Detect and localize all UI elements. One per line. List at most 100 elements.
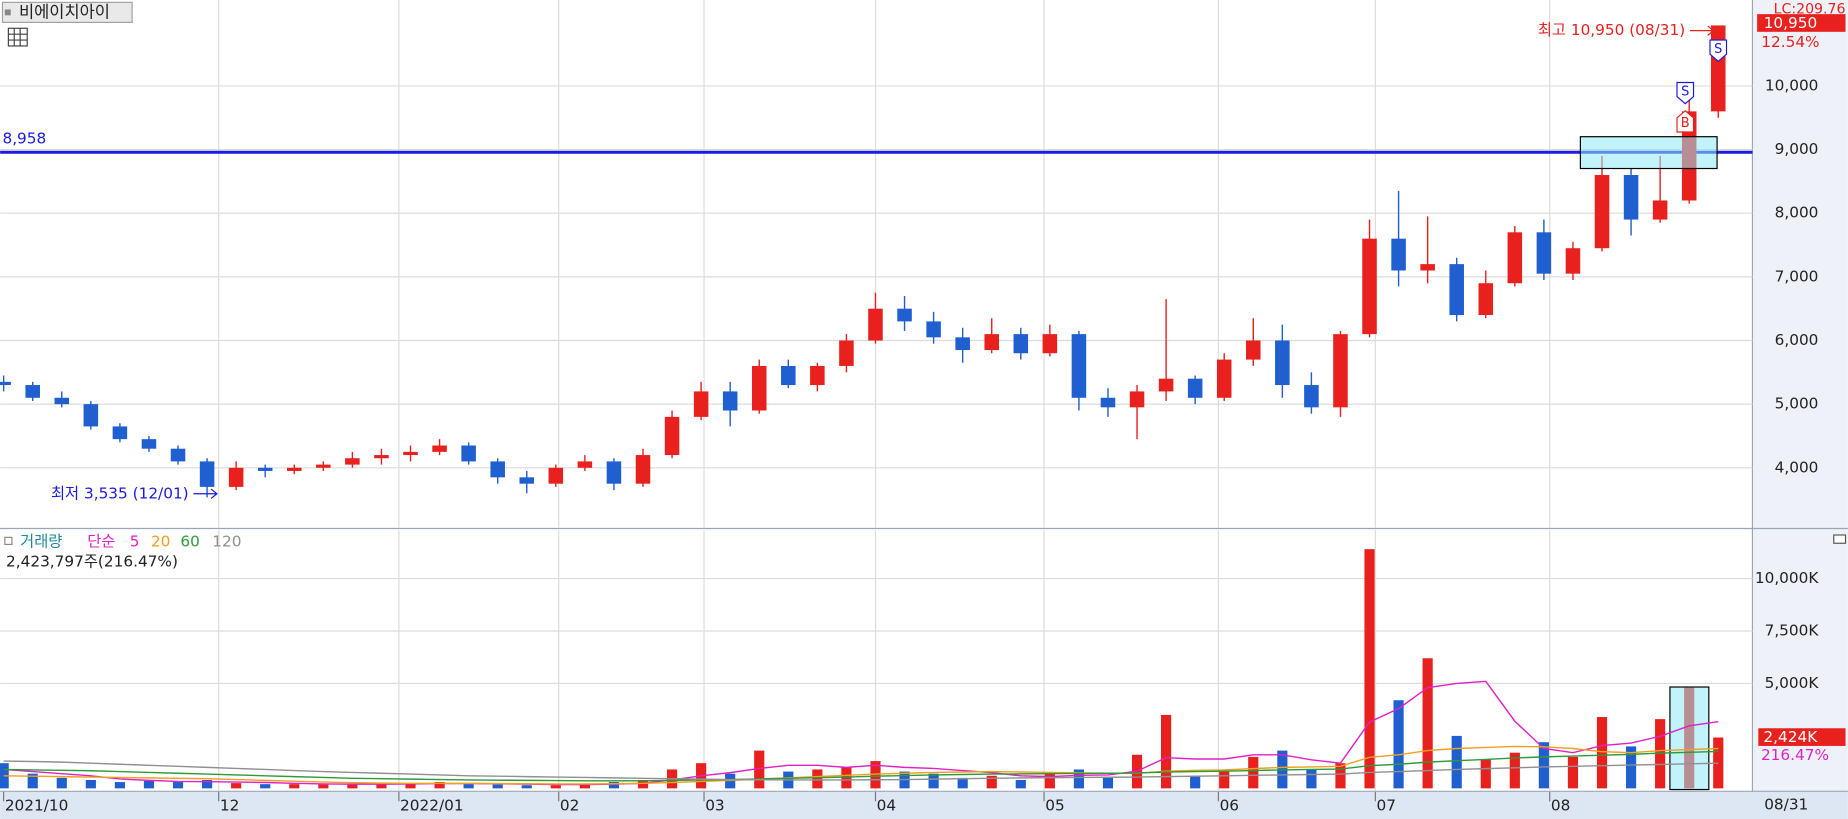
volume-summary: 2,423,797주(216.47%) [6, 553, 178, 571]
volume-bar [376, 784, 387, 789]
volume-bar [1713, 737, 1724, 789]
volume-bar [637, 779, 649, 789]
candle-body [984, 334, 999, 351]
ma-line [3, 760, 1719, 781]
candle-body [1304, 385, 1319, 408]
candle-body [1100, 397, 1116, 408]
candle-body [54, 397, 70, 405]
volume-bar [1102, 777, 1114, 789]
title-icon [4, 9, 11, 16]
candle-body [287, 467, 302, 471]
candle-body [519, 477, 535, 484]
volume-bar [1364, 549, 1375, 789]
candle-body [1623, 175, 1639, 220]
legend: 5 20 60 120 [130, 533, 242, 551]
last-volume-box [1758, 728, 1846, 746]
candle-body [868, 308, 883, 341]
volume-bar [1073, 769, 1084, 789]
volume-bar [521, 785, 532, 789]
candle-body [606, 461, 622, 484]
candle-body [257, 467, 273, 471]
high-arrow [1689, 25, 1715, 36]
volume-bar [463, 784, 474, 789]
hline-label: 8,958 [2, 130, 46, 148]
x-tick-label: 06 [1220, 797, 1239, 815]
volume-title: 거래량 [20, 533, 62, 551]
candle-body [1362, 238, 1377, 335]
candle-body [228, 467, 244, 487]
candle-body [839, 340, 854, 366]
low-arrow [193, 488, 218, 499]
candle-body [1071, 334, 1087, 398]
table-icon[interactable] [7, 27, 28, 47]
candle-body [1333, 334, 1348, 408]
candle-body [635, 455, 651, 484]
volume-bar [1451, 735, 1462, 789]
volume-bar [1625, 746, 1637, 789]
volume-bar [1538, 742, 1549, 789]
candle-body [1536, 232, 1552, 274]
candle-body [1594, 175, 1610, 249]
legend-entry: 20 [151, 533, 170, 551]
candle-body [316, 464, 331, 468]
candle-body [374, 455, 389, 459]
legend-entry: 60 [180, 533, 199, 551]
candle-body [955, 337, 970, 351]
x-tick-label: 05 [1045, 797, 1064, 815]
panel-button[interactable] [1833, 534, 1847, 544]
candle-body [1216, 359, 1232, 398]
candle-body [345, 458, 360, 465]
candle-body [781, 365, 796, 386]
candle-body [1507, 232, 1523, 284]
last-price-label: 10,950 [1764, 14, 1818, 32]
candle-body [1391, 238, 1406, 271]
volume-bar [260, 784, 271, 789]
candle-body [170, 448, 186, 462]
candle-body [199, 461, 215, 487]
y-tick-label: 9,000 [1775, 140, 1819, 158]
volume-bar [1044, 773, 1055, 789]
y-tick-label: 5,000 [1775, 395, 1819, 413]
candle-body [1187, 378, 1203, 398]
highlight-box [1669, 686, 1710, 791]
volume-bar [172, 782, 184, 789]
candle-body [693, 391, 709, 417]
volume-bar [986, 775, 997, 789]
volume-bar [1219, 771, 1230, 789]
candle-body [751, 365, 767, 411]
volume-bar [812, 769, 823, 789]
candle-body [1478, 283, 1494, 316]
volume-bar [1015, 779, 1026, 789]
legend-entry: 120 [212, 533, 241, 551]
volume-bar [1596, 717, 1608, 789]
candle-body [1013, 334, 1029, 354]
candle-body [926, 321, 941, 338]
signal-label: S [1681, 84, 1689, 99]
candle-body [0, 381, 11, 386]
change-label: 12.54% [1761, 33, 1819, 51]
volume-bar [1480, 758, 1491, 789]
y-tick-label: 5,000K [1765, 674, 1820, 692]
volume-bar [1509, 752, 1520, 789]
candle-body [1246, 340, 1261, 360]
candle-body [1449, 264, 1464, 316]
volume-bar [434, 782, 445, 789]
y-tick-label: 8,000 [1775, 204, 1819, 222]
x-tick-label: 08 [1551, 797, 1570, 815]
candle-body [722, 391, 738, 411]
candle-body [1565, 248, 1581, 274]
candle-body [577, 461, 593, 468]
candle-body [664, 416, 680, 456]
signal-label: B [1681, 116, 1690, 131]
ma-line [3, 750, 1719, 782]
candle-body [461, 445, 476, 462]
volume-bar [1248, 756, 1259, 789]
x-tick-label: 2021/10 [5, 797, 69, 815]
volume-bar [841, 767, 852, 789]
candle-body [112, 426, 128, 440]
x-tick-label: 03 [705, 797, 724, 815]
highlight-box [1579, 136, 1718, 170]
low-note: 최저 3,535 (12/01) [51, 484, 189, 502]
volume-bar [550, 785, 561, 789]
y-tick-label: 10,000 [1765, 76, 1819, 94]
